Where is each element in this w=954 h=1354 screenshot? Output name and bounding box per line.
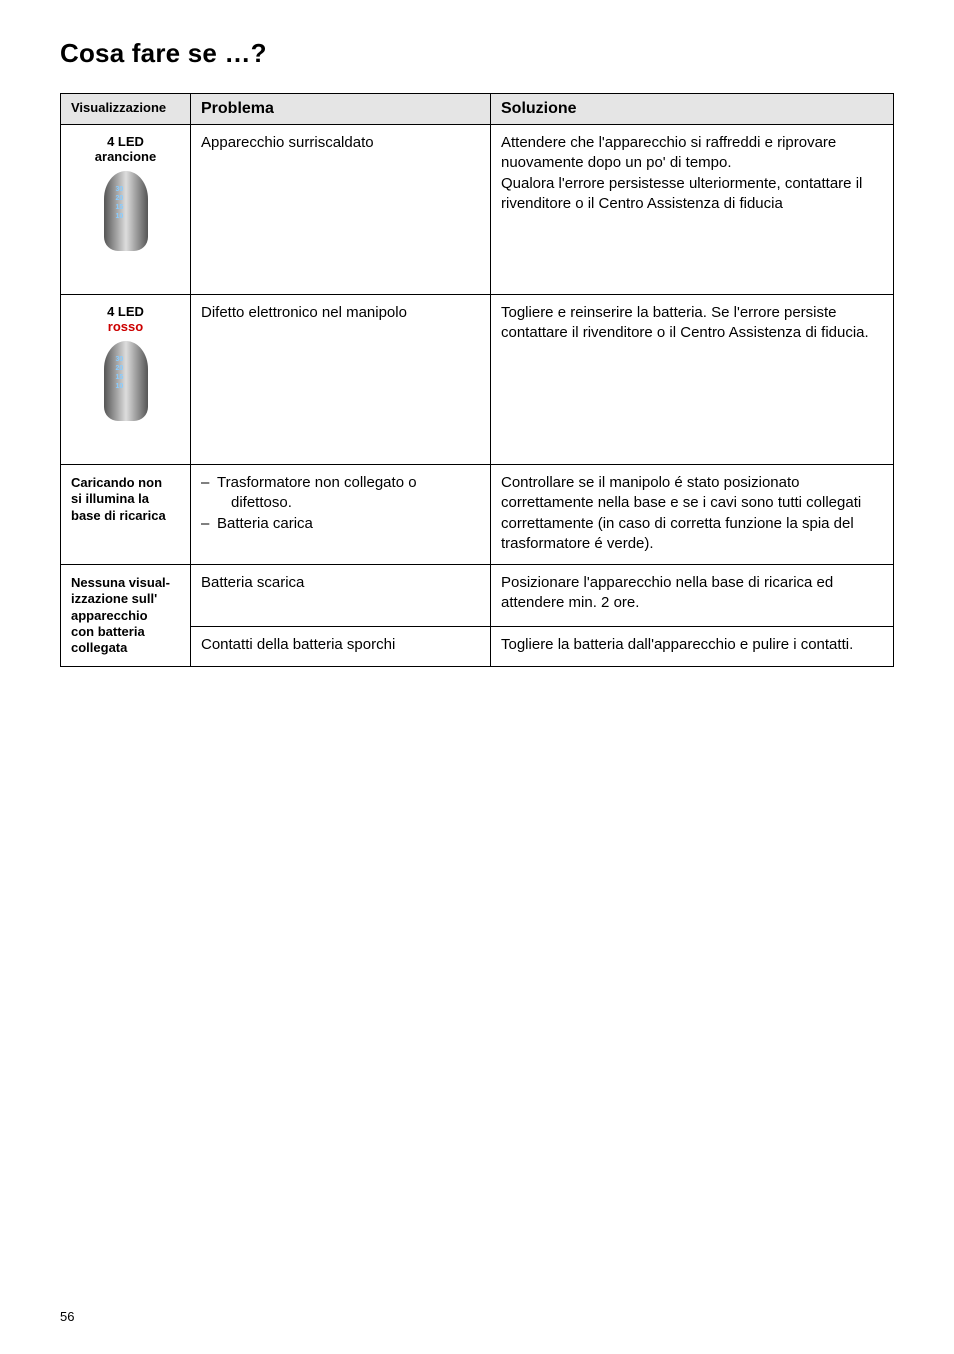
soluzione-cell: Togliere e reinserire la batteria. Se l'…	[491, 295, 894, 465]
handle-icon	[104, 341, 148, 421]
table-row: Nessuna visual- izzazione sull' apparecc…	[61, 565, 894, 627]
vis-text-line: con batteria	[71, 624, 145, 639]
header-visualizzazione: Visualizzazione	[61, 94, 191, 125]
vis-text-line: si illumina la	[71, 491, 149, 506]
table-row: 4 LED rosso Difetto elettronico nel mani…	[61, 295, 894, 465]
problema-cell: Trasformatore non collegato o difettoso.…	[191, 465, 491, 565]
handle-icon	[104, 171, 148, 251]
list-item: Trasformatore non collegato o	[201, 473, 480, 493]
troubleshooting-table: Visualizzazione Problema Soluzione 4 LED…	[60, 93, 894, 667]
problema-cell: Batteria scarica	[191, 565, 491, 627]
vis-text-line: base di ricarica	[71, 508, 166, 523]
page-number: 56	[60, 1309, 74, 1324]
header-soluzione: Soluzione	[491, 94, 894, 125]
page-title: Cosa fare se …?	[60, 38, 894, 69]
vis-text-line: apparecchio	[71, 608, 148, 623]
header-problema: Problema	[191, 94, 491, 125]
soluzione-text: Attendere che l'apparecchio si raffreddi…	[501, 134, 836, 171]
led-label-line-red: rosso	[108, 319, 143, 334]
vis-cell-4led-rosso: 4 LED rosso	[61, 295, 191, 465]
problema-cell: Contatti della batteria sporchi	[191, 626, 491, 667]
soluzione-cell: Controllare se il manipolo é stato posiz…	[491, 465, 894, 565]
vis-text-line: Nessuna visual-	[71, 575, 170, 590]
vis-cell-4led-arancione: 4 LED arancione	[61, 125, 191, 295]
vis-text-line: Caricando non	[71, 475, 162, 490]
soluzione-text: Qualora l'errore persistesse ulteriormen…	[501, 175, 862, 212]
list-item: Batteria carica	[201, 514, 480, 534]
led-label-line: arancione	[95, 149, 156, 164]
vis-text-line: izzazione sull'	[71, 591, 157, 606]
soluzione-cell: Posizionare l'apparecchio nella base di …	[491, 565, 894, 627]
vis-text-line: collegata	[71, 640, 127, 655]
problema-cell: Difetto elettronico nel manipolo	[191, 295, 491, 465]
soluzione-cell: Togliere la batteria dall'apparecchio e …	[491, 626, 894, 667]
led-label-line: 4 LED	[107, 304, 144, 319]
table-header-row: Visualizzazione Problema Soluzione	[61, 94, 894, 125]
table-row: 4 LED arancione Apparecchio surriscaldat…	[61, 125, 894, 295]
soluzione-cell: Attendere che l'apparecchio si raffreddi…	[491, 125, 894, 295]
led-label-line: 4 LED	[107, 134, 144, 149]
vis-cell-nessuna: Nessuna visual- izzazione sull' apparecc…	[61, 565, 191, 667]
table-row: Caricando non si illumina la base di ric…	[61, 465, 894, 565]
problema-cell: Apparecchio surriscaldato	[191, 125, 491, 295]
list-item: difettoso.	[201, 493, 480, 513]
vis-cell-caricando: Caricando non si illumina la base di ric…	[61, 465, 191, 565]
